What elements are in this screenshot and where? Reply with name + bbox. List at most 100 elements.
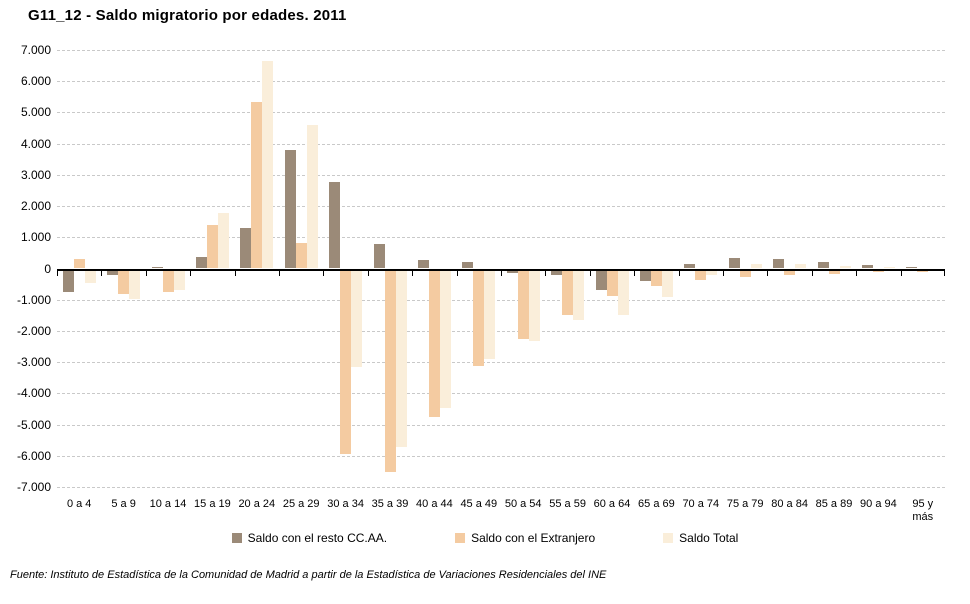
y-axis-tick-label: 4.000: [20, 136, 51, 151]
bar: [284, 150, 296, 269]
bar: [695, 270, 707, 280]
bar: [73, 259, 85, 269]
x-axis-category-label: 15 a 19: [194, 498, 231, 510]
bar: [817, 262, 829, 269]
bar: [883, 266, 895, 269]
gridline: [57, 50, 945, 51]
legend: Saldo con el resto CC.AA. Saldo con el E…: [0, 531, 970, 545]
bar: [217, 212, 229, 269]
y-axis-tick-label: 7.000: [20, 43, 51, 57]
x-axis-tick: [856, 270, 858, 276]
bar: [773, 259, 785, 269]
y-axis-tick-label: 2.000: [20, 199, 51, 214]
bar: [329, 181, 341, 269]
gridline: [57, 362, 945, 364]
source-note: Fuente: Instituto de Estadística de la C…: [10, 569, 607, 581]
x-axis-category-label: 90 a 94: [860, 498, 897, 510]
x-axis-category-label: 80 a 84: [771, 498, 808, 510]
bar: [195, 256, 207, 269]
bar: [439, 270, 451, 408]
y-axis-tick-label: -5.000: [16, 417, 51, 432]
x-axis-category-label: 95 y más: [912, 498, 934, 524]
y-axis-tick-label: 5.000: [20, 105, 51, 120]
bar: [251, 101, 263, 269]
y-axis-tick-label: -4.000: [16, 386, 51, 401]
bar: [462, 262, 474, 269]
x-axis-tick: [900, 270, 902, 276]
x-axis-tick: [767, 270, 769, 276]
gridline: [57, 330, 945, 332]
x-axis-tick: [456, 270, 458, 276]
x-axis-tick: [190, 270, 192, 276]
bar: [306, 124, 318, 269]
bar: [906, 267, 918, 269]
x-axis-tick: [323, 270, 325, 276]
bar: [340, 270, 352, 455]
x-axis-tick: [57, 270, 58, 276]
bar: [428, 270, 440, 417]
y-axis-tick-label: 1.000: [20, 230, 51, 245]
x-axis-tick: [145, 270, 147, 276]
x-axis-line: [57, 268, 945, 271]
y-axis-tick-label: -7.000: [16, 480, 51, 494]
x-axis-tick: [412, 270, 414, 276]
gridline: [57, 455, 945, 457]
x-axis-tick: [501, 270, 502, 276]
x-axis-category-label: 20 a 24: [238, 498, 276, 510]
y-axis-tick-label: -6.000: [16, 448, 51, 463]
x-axis-category-label: 75 a 79: [726, 498, 764, 510]
bar: [739, 270, 751, 277]
gridline: [57, 174, 945, 176]
bar: [606, 270, 618, 297]
bar: [528, 270, 540, 342]
bar: [617, 270, 629, 316]
x-axis-tick: [589, 270, 591, 276]
bar: [62, 270, 74, 293]
x-axis-tick: [944, 270, 945, 276]
bar: [684, 263, 696, 269]
x-axis-category-label: 0 a 4: [66, 498, 92, 510]
legend-label-resto-ccaa: Saldo con el resto CC.AA.: [247, 531, 388, 545]
bar: [84, 270, 96, 283]
bar: [262, 61, 274, 269]
plot-area: 7.000 6.000 5.000 4.000 3.000 2.000 1.000 0 -1.0…: [17, 43, 945, 523]
x-axis-category-label: 85 a 89: [815, 498, 853, 510]
x-axis-category-label: 30 a 34: [327, 498, 364, 510]
y-axis-tick-label: -1.000: [16, 292, 51, 307]
x-axis-category-label: 65 a 69: [638, 498, 675, 510]
x-axis-category-label: 70 a 74: [682, 498, 720, 510]
bar: [373, 243, 385, 269]
bar: [118, 270, 130, 294]
bar: [107, 270, 119, 276]
y-axis-tick-label: -2.000: [16, 323, 51, 338]
bar: [872, 270, 884, 273]
bar: [151, 266, 163, 269]
x-axis-tick: [634, 270, 636, 276]
y-axis-tick-label: -3.000: [16, 355, 51, 370]
bar: [562, 270, 574, 316]
x-axis-category-label: 55 a 59: [549, 498, 586, 510]
bar: [573, 270, 585, 320]
bar: [917, 270, 929, 272]
gridline: [57, 487, 945, 488]
bar: [506, 270, 518, 273]
bar: [650, 270, 662, 287]
bar: [839, 266, 851, 269]
bar: [484, 270, 496, 360]
y-axis-tick-label: 3.000: [20, 167, 51, 182]
gridline: [57, 424, 945, 426]
chart-title: G11_12 - Saldo migratorio por edades. 20…: [28, 7, 347, 24]
gridline: [57, 112, 945, 114]
bar: [129, 270, 141, 299]
bar: [595, 270, 607, 290]
x-axis-category-label: 45 a 49: [460, 498, 498, 510]
y-axis-tick-label: 6.000: [20, 74, 51, 89]
bar: [206, 224, 218, 269]
legend-swatch-total-icon: [663, 533, 674, 543]
x-axis-category-label: 25 a 29: [282, 498, 320, 510]
bar: [828, 270, 840, 275]
x-axis-tick: [545, 270, 547, 276]
bar: [473, 270, 485, 366]
legend-item-resto-ccaa: Saldo con el resto CC.AA.: [231, 531, 388, 545]
bar: [661, 270, 673, 298]
